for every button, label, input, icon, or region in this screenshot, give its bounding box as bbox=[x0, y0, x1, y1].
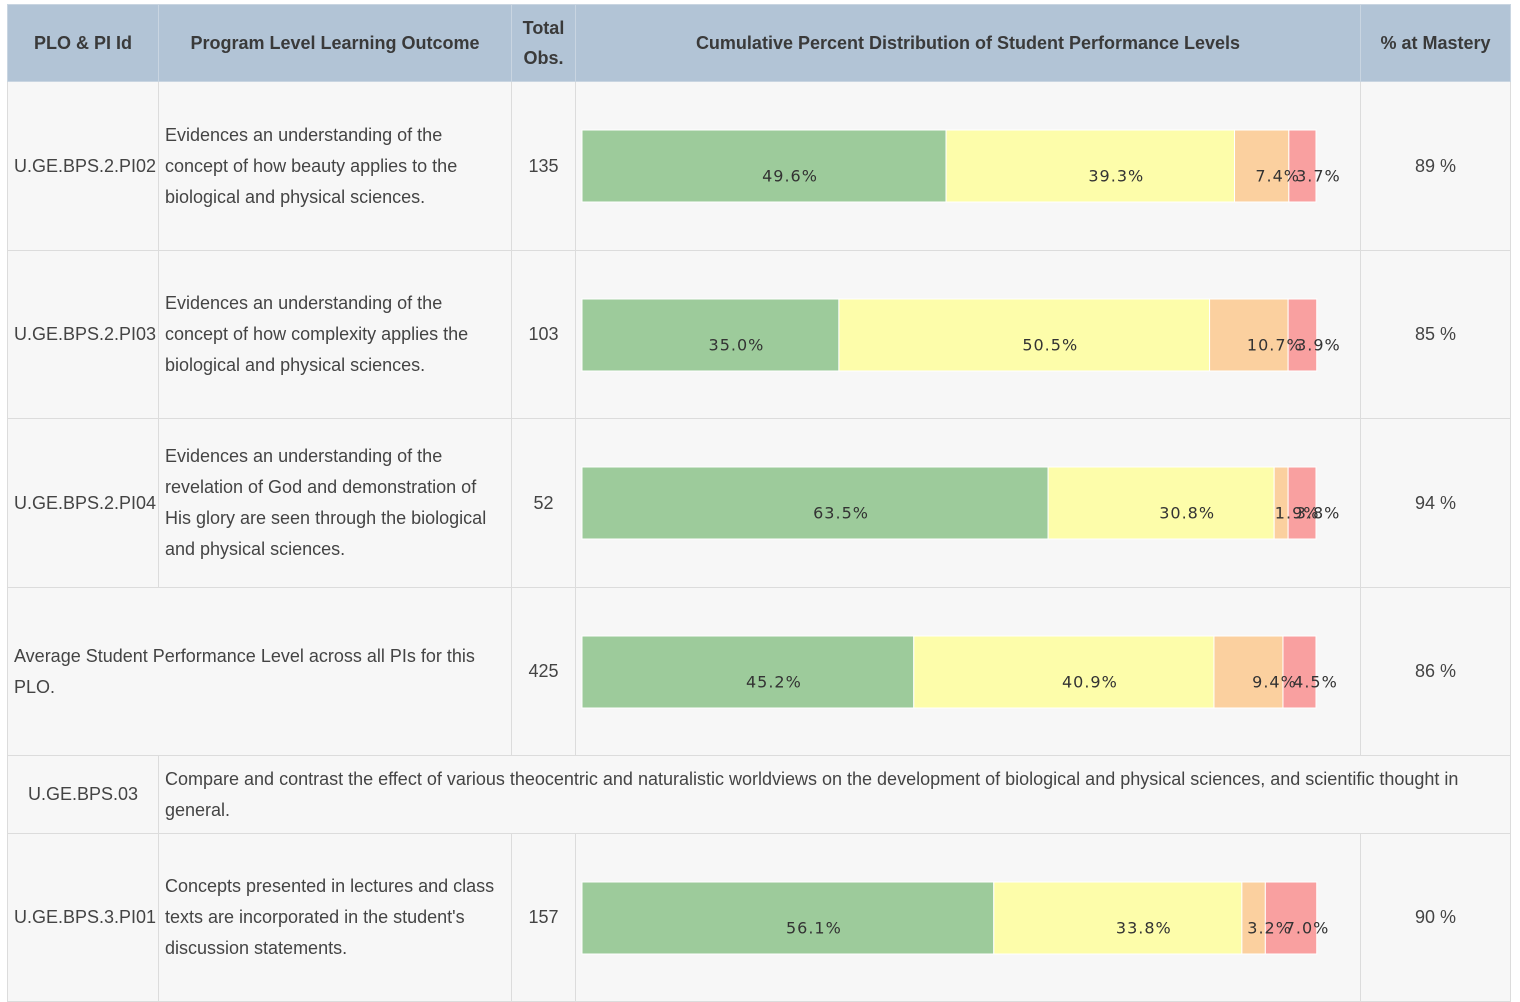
bar-label: 33.8% bbox=[1116, 918, 1172, 937]
bar-segment bbox=[581, 129, 947, 203]
row: U.GE.BPS.3.PI01 Concepts presented in le… bbox=[7, 833, 1511, 1002]
plo-outcome: Compare and contrast the effect of vario… bbox=[158, 755, 1511, 834]
bar-segment bbox=[1209, 298, 1289, 371]
bar-label: 3.7% bbox=[1296, 167, 1341, 186]
bar-segment bbox=[1282, 635, 1317, 708]
bar-chart: 63.5% 30.8% 1.9%3.8% bbox=[581, 466, 1341, 540]
header-cell: % at Mastery bbox=[1360, 4, 1511, 82]
outcome: Concepts presented in lectures and class… bbox=[158, 833, 512, 1002]
distribution: 45.2% 40.9% 9.4% 4.5% bbox=[575, 587, 1361, 756]
bar-label: 30.8% bbox=[1159, 504, 1215, 523]
row: Average Student Performance Level across… bbox=[7, 587, 1511, 756]
pi-id: U.GE.BPS.2.PI03 bbox=[7, 250, 159, 419]
bar-label: 7.4% bbox=[1255, 167, 1300, 186]
mastery: 86 % bbox=[1360, 587, 1511, 756]
bar-segment bbox=[1288, 129, 1317, 203]
pi-id: U.GE.BPS.2.PI02 bbox=[7, 81, 159, 251]
bar-segment bbox=[1234, 129, 1290, 203]
outcome-table: PLO & PI Id Program Level Learning Outco… bbox=[7, 4, 1511, 1002]
bar-segment bbox=[581, 881, 995, 954]
bar-label: 50.5% bbox=[1022, 335, 1078, 354]
bar-label: 63.5% bbox=[813, 504, 869, 523]
bar-segment bbox=[1264, 881, 1318, 954]
distribution: 49.6% 39.3% 7.4% 3.7% bbox=[575, 81, 1361, 251]
bar-segment bbox=[581, 635, 915, 708]
header-cell: Cumulative Percent Distribution of Stude… bbox=[575, 4, 1361, 82]
bar-segment bbox=[1047, 466, 1275, 540]
outcome: Evidences an understanding of the concep… bbox=[158, 81, 512, 251]
pi-id: U.GE.BPS.3.PI01 bbox=[7, 833, 159, 1002]
row: U.GE.BPS.2.PI04 Evidences an understandi… bbox=[7, 418, 1511, 588]
outcome: Evidences an understanding of the concep… bbox=[158, 250, 512, 419]
total: 103 bbox=[511, 250, 576, 419]
bar-segment bbox=[581, 298, 840, 371]
bar-segment bbox=[1287, 466, 1317, 540]
bar-segment bbox=[945, 129, 1236, 203]
bar-label: 35.0% bbox=[709, 335, 765, 354]
bar-label: 56.1% bbox=[786, 918, 842, 937]
mastery: 85 % bbox=[1360, 250, 1511, 419]
distribution: 63.5% 30.8% 1.9% 3.8% bbox=[575, 418, 1361, 588]
bar-chart: 49.6% 39.3% 7.4%3.7% bbox=[581, 129, 1341, 203]
bar-label: 3.8% bbox=[1296, 504, 1341, 523]
outcome: Evidences an understanding of the revela… bbox=[158, 418, 512, 588]
bar-label: 10.7% bbox=[1247, 335, 1303, 354]
bar-label: 49.6% bbox=[762, 167, 818, 186]
row: U.GE.BPS.2.PI03 Evidences an understandi… bbox=[7, 250, 1511, 419]
distribution: 56.1% 33.8% 3.2% 7.0% bbox=[575, 833, 1361, 1002]
bar-label: 45.2% bbox=[746, 672, 802, 691]
bar-label: 39.3% bbox=[1088, 167, 1144, 186]
header-row: PLO & PI Id Program Level Learning Outco… bbox=[7, 4, 1511, 82]
bar-label: 3.2% bbox=[1247, 918, 1292, 937]
bar-segment bbox=[993, 881, 1243, 954]
bar-segment bbox=[581, 466, 1049, 540]
plo-row: U.GE.BPS.03 Compare and contrast the eff… bbox=[7, 755, 1511, 834]
bar-segment bbox=[1213, 635, 1284, 708]
total: 425 bbox=[511, 587, 576, 756]
bar-chart: 45.2% 40.9% 9.4%4.5% bbox=[581, 635, 1338, 708]
header-cell: Total Obs. bbox=[511, 4, 576, 82]
bar-label: 4.5% bbox=[1293, 672, 1338, 691]
bar-label: 40.9% bbox=[1062, 672, 1118, 691]
bar-chart: 56.1% 33.8% 3.2%7.0% bbox=[581, 881, 1330, 954]
distribution: 35.0% 50.5% 10.7% 3.9% bbox=[575, 250, 1361, 419]
bar-segment bbox=[1287, 298, 1318, 371]
bar-segment bbox=[838, 298, 1211, 371]
bar-label: 9.4% bbox=[1252, 672, 1297, 691]
bar-chart: 35.0% 50.5% 10.7%3.9% bbox=[581, 298, 1341, 371]
bar-label: 7.0% bbox=[1285, 918, 1330, 937]
total: 135 bbox=[511, 81, 576, 251]
mastery: 90 % bbox=[1360, 833, 1511, 1002]
total: 157 bbox=[511, 833, 576, 1002]
mastery: 89 % bbox=[1360, 81, 1511, 251]
bar-label: 3.9% bbox=[1296, 335, 1341, 354]
average-label: Average Student Performance Level across… bbox=[7, 587, 512, 756]
bar-label: 1.9% bbox=[1275, 504, 1320, 523]
plo-id: U.GE.BPS.03 bbox=[7, 755, 159, 834]
pi-id: U.GE.BPS.2.PI04 bbox=[7, 418, 159, 588]
header-cell: PLO & PI Id bbox=[7, 4, 159, 82]
header-cell: Program Level Learning Outcome bbox=[158, 4, 512, 82]
mastery: 94 % bbox=[1360, 418, 1511, 588]
row: U.GE.BPS.2.PI02 Evidences an understandi… bbox=[7, 81, 1511, 251]
total: 52 bbox=[511, 418, 576, 588]
